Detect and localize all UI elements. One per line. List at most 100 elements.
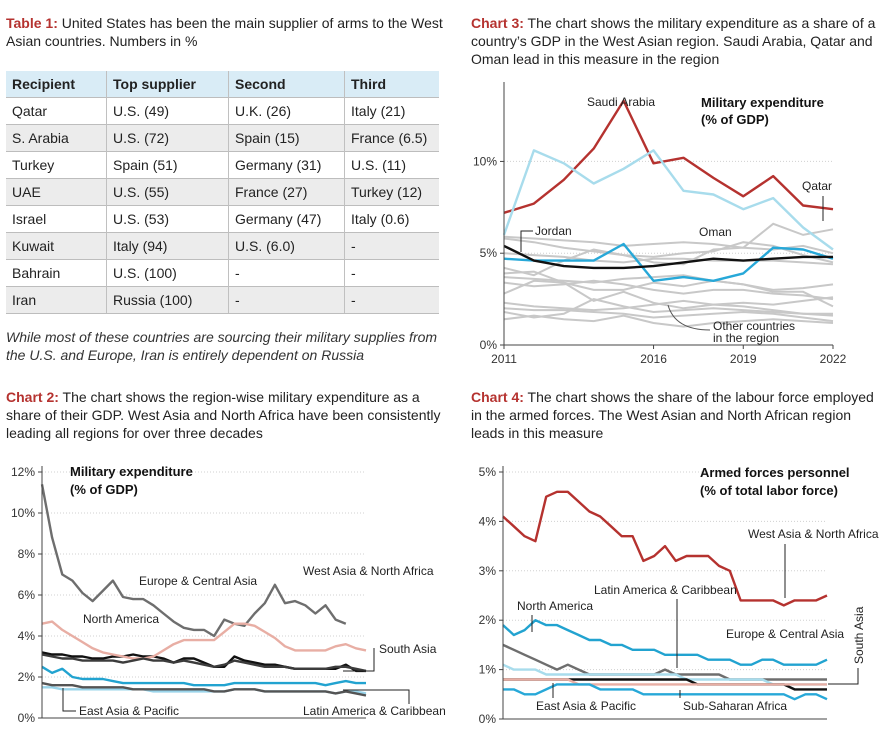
label-south-asia-4: South Asia (852, 606, 866, 664)
chart4-title-line1: Armed forces personnel (700, 465, 850, 480)
chart4-title-line2: (% of total labor force) (700, 483, 838, 498)
table-cell: Germany (47) (228, 205, 345, 233)
label-east-asia: East Asia & Pacific (79, 704, 179, 718)
c4-y-tick-label: 5% (479, 465, 497, 479)
label-saudi-arabia: Saudi Arabia (587, 95, 655, 109)
table-cell: U.S. (100) (106, 259, 229, 287)
table-row: UAE U.S. (55) France (27) Turkey (12) (6, 178, 439, 206)
label-east-asia-4: East Asia & Pacific (536, 699, 636, 713)
c3-other-line (503, 279, 834, 308)
table-cell: Iran (6, 286, 107, 314)
table-cell: Qatar (6, 97, 107, 125)
leader-south-asia (343, 648, 375, 672)
table-cell: France (6.5) (344, 124, 439, 152)
table-cell: Italy (21) (344, 97, 439, 125)
table-header-cell: Top supplier (106, 71, 229, 98)
label-latin-4: Latin America & Caribbean (594, 583, 737, 597)
supplier-table: Recipient Top supplier Second Third Qatar U.… (6, 71, 439, 314)
table-header-row: Recipient Top supplier Second Third (6, 71, 439, 98)
c4-y-tick-label: 4% (479, 514, 497, 528)
table-cell: Italy (94) (106, 232, 229, 260)
label-oman: Oman (699, 225, 732, 239)
table-cell: Bahrain (6, 259, 107, 287)
label-jordan: Jordan (535, 224, 572, 238)
leader-others (667, 304, 711, 331)
c2-line-west-asia-north-africa (40, 484, 347, 638)
c4-line-west-asia-north-africa (502, 490, 828, 607)
c3-other-line (503, 298, 834, 319)
chart2-title-line1: Military expenditure (70, 464, 193, 479)
table-cell: Germany (31) (228, 151, 345, 179)
leader-east-asia (62, 688, 76, 712)
table-row: Iran Russia (100) - - (6, 286, 439, 314)
c4-line-sub-saharan-africa (503, 678, 827, 686)
c3-other-line (503, 314, 834, 328)
label-ssa-4: Sub-Saharan Africa (683, 699, 787, 713)
label-north-america-4: North America (517, 599, 593, 613)
c3-y-tick-label: 0% (480, 338, 498, 352)
c3-y-tick-label: 10% (473, 154, 497, 168)
c4-line-latin-america-caribbean (502, 643, 827, 681)
c3-line-oman (502, 149, 834, 251)
c2-y-tick-label: 12% (11, 465, 35, 479)
label-latin-america: Latin America & Caribbean (303, 704, 446, 718)
c4-y-tick-label: 1% (479, 663, 497, 677)
c3-other-line (503, 307, 834, 323)
table-row: S. Arabia U.S. (72) Spain (15) France (6.5) (6, 124, 439, 152)
c4-y-tick-label: 2% (479, 613, 497, 627)
c4-y-tick-label: 3% (479, 564, 497, 578)
c2-line-east-asia-pacific (41, 665, 366, 687)
label-europe-4: Europe & Central Asia (726, 627, 844, 641)
label-other-1: Other countries (713, 319, 795, 333)
c3-other-line (503, 270, 834, 310)
label-south-asia: South Asia (379, 642, 437, 656)
label-europe: Europe & Central Asia (139, 574, 257, 588)
table-header-cell: Second (228, 71, 345, 98)
table-cell: U.S. (11) (344, 151, 439, 179)
c2-line-north-america (41, 620, 367, 660)
table-cell: - (344, 259, 439, 287)
table1-caption: Table 1: United States has been the main… (6, 15, 443, 49)
chart2-title-line2: (% of GDP) (70, 482, 138, 497)
leader-south-asia-4 (828, 668, 859, 685)
c3-line-qatar (503, 242, 834, 282)
label-other-2: in the region (713, 331, 779, 345)
c3-line-saudi-arabia (503, 99, 834, 214)
c2-y-tick-label: 2% (18, 670, 36, 684)
chart2-caption: Chart 2: The chart shows the region-wise… (6, 389, 441, 441)
table-cell: U.K. (26) (228, 97, 345, 125)
c3-other-line (503, 252, 834, 266)
c4-line-north-america (502, 663, 827, 686)
table-cell: France (27) (228, 178, 345, 206)
table-cell: U.S. (49) (106, 97, 229, 125)
table-row: Qatar U.S. (49) U.K. (26) Italy (21) (6, 97, 439, 125)
table-cell: Spain (51) (106, 151, 229, 179)
table-cell: U.S. (53) (106, 205, 229, 233)
c3-other-line (503, 222, 834, 277)
table-cell: UAE (6, 178, 107, 206)
c4-line-south-asia (503, 678, 827, 691)
c2-y-tick-label: 8% (18, 547, 36, 561)
c2-y-tick-label: 0% (18, 711, 36, 725)
c3-x-tick-label: 2019 (730, 352, 757, 366)
table-cell: Turkey (6, 151, 107, 179)
table-cell: - (344, 232, 439, 260)
leader-jordan (520, 230, 533, 252)
c2-line-south-asia (41, 653, 367, 673)
c3-other-line (503, 279, 834, 301)
c2-y-tick-label: 4% (18, 629, 36, 643)
table-cell: Turkey (12) (344, 178, 439, 206)
c2-line-latin-america-caribbean (42, 686, 367, 695)
table-cell: U.S. (6.0) (228, 232, 345, 260)
table-row: Israel U.S. (53) Germany (47) Italy (0.6) (6, 205, 439, 233)
table-cell: Kuwait (6, 232, 107, 260)
c3-x-tick-label: 2011 (491, 352, 517, 366)
table-cell: Russia (100) (106, 286, 229, 314)
c3-other-line (503, 299, 833, 315)
table-row: Turkey Spain (51) Germany (31) U.S. (11) (6, 151, 439, 179)
c3-x-tick-label: 2016 (640, 352, 667, 366)
table-body: Qatar U.S. (49) U.K. (26) Italy (21) S. Arab… (6, 97, 439, 314)
table-cell: Spain (15) (228, 124, 345, 152)
label-west-asia: West Asia & North Africa (303, 564, 434, 578)
table-cell: U.S. (72) (106, 124, 229, 152)
